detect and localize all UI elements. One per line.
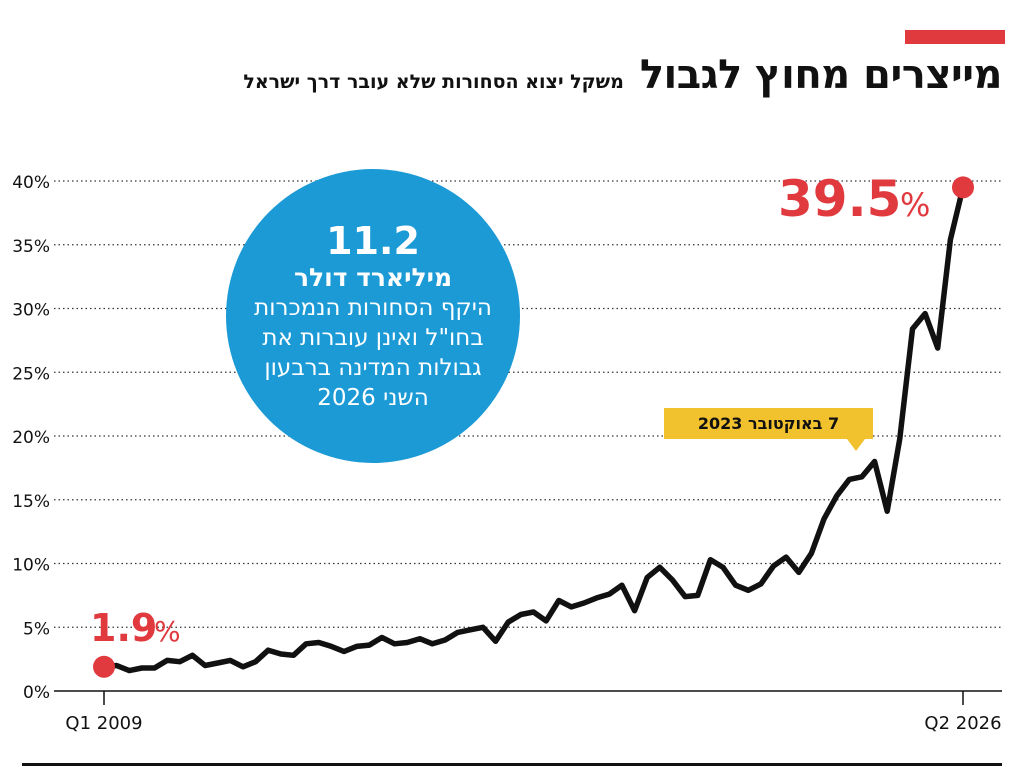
y-tick-label: 35% [12,237,50,257]
end-point [952,176,974,199]
info-bubble: 11.2 מיליארד דולר היקף הסחורות הנמכרות ב… [226,169,520,463]
y-tick-label: 30% [12,301,50,321]
end-percent-sign: % [900,186,930,224]
end-value-label: 39.5 [778,170,901,228]
series-line [101,184,966,674]
chart-subtitle: משקל יצוא הסחורות שלא עובר דרך ישראל [243,71,624,93]
bottom-rule [22,763,1002,766]
y-tick-label: 5% [23,619,50,639]
start-percent-sign: % [154,615,181,648]
bubble-unit: מיליארד דולר [293,263,453,292]
x-tick-label: Q1 2009 [65,713,142,734]
accent-bar [905,30,1005,44]
event-label: 7 באוקטובר 2023 [664,408,873,439]
y-tick-label: 20% [12,428,50,448]
y-tick-label: 0% [23,683,50,703]
y-tick-label: 15% [12,492,50,512]
start-point [93,655,115,678]
bubble-value: 11.2 [326,219,420,263]
chart-title: מייצרים מחוץ לגבול [639,52,1003,98]
y-tick-label: 40% [12,173,50,193]
y-tick-label: 25% [12,364,50,384]
x-tick-label: Q2 2026 [924,713,1001,734]
bubble-text: היקף הסחורות הנמכרות בחו"ל ואינן עוברות … [254,295,492,411]
header: מייצרים מחוץ לגבול משקל יצוא הסחורות שלא… [243,52,1002,98]
event-label-pointer [847,439,865,451]
y-tick-label: 10% [12,556,50,576]
start-value-label: 1.9 [90,606,157,650]
